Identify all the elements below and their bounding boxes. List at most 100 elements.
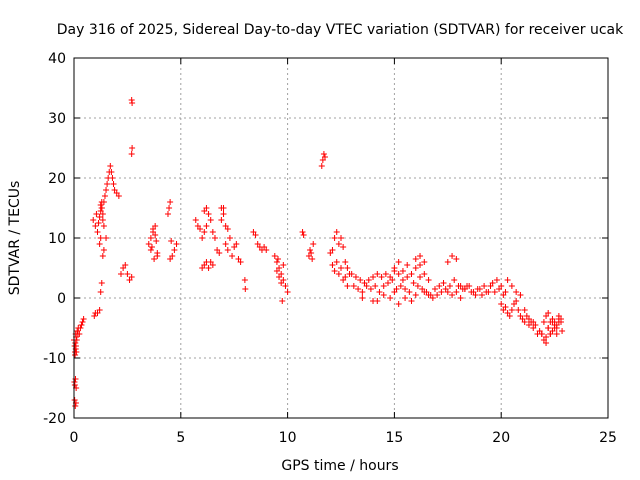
y-axis-label: SDTVAR / TECUs (7, 181, 23, 296)
data-point (209, 262, 216, 268)
data-point (449, 253, 456, 259)
data-point (154, 250, 161, 256)
data-point (370, 274, 377, 280)
data-point (350, 283, 357, 289)
data-point (372, 283, 379, 289)
data-point (90, 217, 97, 223)
data-point (374, 271, 381, 277)
data-point (389, 277, 396, 283)
data-point (166, 205, 173, 211)
data-point (335, 271, 342, 277)
data-point (77, 325, 84, 331)
data-point (457, 283, 464, 289)
data-point (201, 229, 208, 235)
data-point (500, 292, 507, 298)
data-point (342, 274, 349, 280)
data-point (335, 241, 342, 247)
data-point (97, 202, 104, 208)
data-point (104, 181, 111, 187)
data-point (344, 283, 351, 289)
data-point (321, 154, 328, 160)
data-point (153, 238, 160, 244)
data-point (108, 169, 115, 175)
data-point (329, 262, 336, 268)
data-point (94, 229, 101, 235)
data-point (98, 199, 105, 205)
data-point (380, 283, 387, 289)
data-point (378, 274, 385, 280)
y-tick-label: -10 (43, 351, 66, 367)
axis-ticks (73, 57, 609, 419)
data-point (348, 271, 355, 277)
data-point (331, 235, 338, 241)
x-tick-label: 20 (492, 430, 510, 446)
data-point (376, 289, 383, 295)
data-point (100, 247, 107, 253)
data-point (395, 259, 402, 265)
data-point (224, 247, 231, 253)
data-point (109, 175, 116, 181)
data-point (470, 289, 477, 295)
data-point (506, 313, 513, 319)
data-point (167, 256, 174, 262)
data-point (363, 283, 370, 289)
data-point (71, 397, 78, 403)
data-point (481, 283, 488, 289)
data-point (129, 145, 136, 151)
data-point (300, 232, 307, 238)
y-tick-label: 40 (48, 51, 66, 67)
data-point (233, 241, 240, 247)
data-point (417, 262, 424, 268)
data-point (412, 265, 419, 271)
data-point (352, 274, 359, 280)
data-point (192, 217, 199, 223)
data-point (242, 286, 249, 292)
data-point (513, 298, 520, 304)
data-point (150, 226, 157, 232)
data-point (478, 292, 485, 298)
data-point (399, 277, 406, 283)
data-point (340, 244, 347, 250)
data-point (487, 283, 494, 289)
data-point (338, 265, 344, 271)
data-point (80, 316, 87, 322)
data-point (117, 271, 124, 277)
data-point (122, 262, 129, 268)
data-point (100, 223, 107, 229)
data-point (103, 235, 110, 241)
data-point (391, 265, 398, 271)
data-point (555, 313, 562, 319)
data-point (95, 220, 102, 226)
data-point (545, 310, 552, 316)
chart-title: Day 316 of 2025, Sidereal Day-to-day VTE… (57, 22, 624, 38)
data-point (99, 217, 106, 223)
data-point (263, 247, 270, 253)
data-point (147, 247, 154, 253)
data-point (408, 298, 415, 304)
data-point (421, 259, 428, 265)
data-point (72, 403, 79, 409)
data-point (545, 325, 552, 331)
data-point (404, 274, 411, 280)
data-point (241, 277, 248, 283)
data-point (517, 292, 524, 298)
data-point (397, 283, 404, 289)
data-point (543, 334, 550, 340)
data-point (521, 319, 528, 325)
data-point (273, 268, 280, 274)
y-tick-label: 0 (57, 291, 66, 307)
data-point (513, 289, 520, 295)
data-point (440, 280, 447, 286)
data-point (395, 271, 402, 277)
data-point (284, 289, 291, 295)
data-point (252, 232, 259, 238)
data-point (76, 331, 83, 337)
data-point (128, 151, 135, 157)
data-point (498, 301, 505, 307)
data-point (282, 283, 289, 289)
x-tick-label: 0 (70, 430, 79, 446)
data-point (496, 286, 503, 292)
data-point (128, 274, 135, 280)
data-point (382, 271, 389, 277)
data-point (395, 301, 402, 307)
